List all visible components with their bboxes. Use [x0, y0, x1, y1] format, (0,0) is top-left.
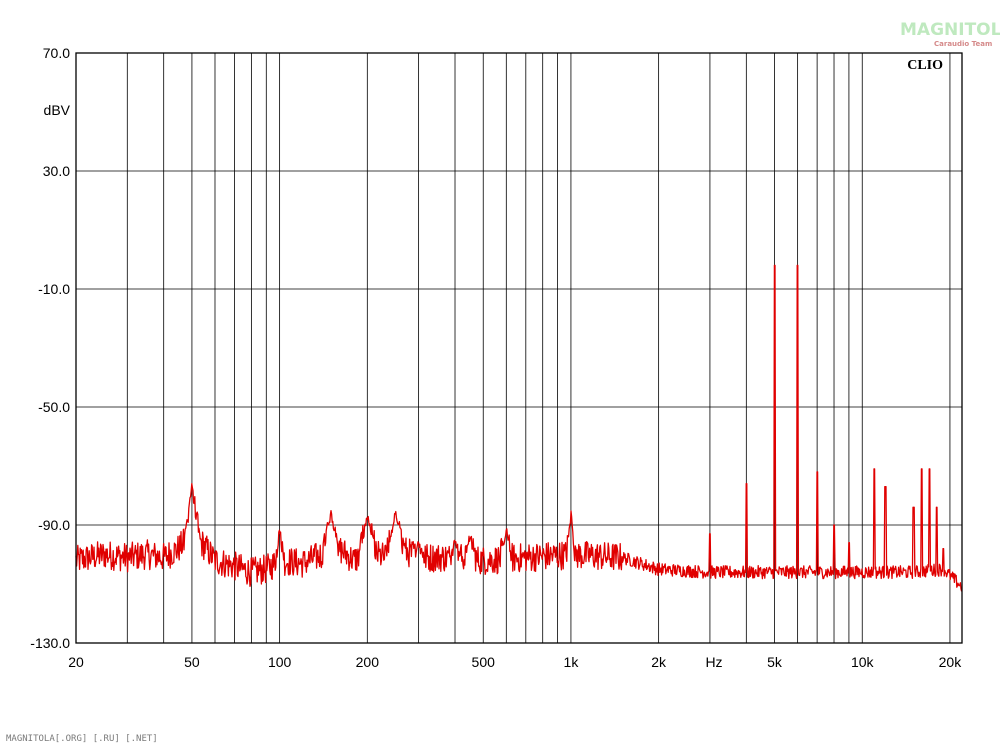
watermark-subtitle: Caraudio Team	[934, 40, 993, 48]
x-tick-label: 50	[184, 654, 200, 670]
x-tick-label: 20	[68, 654, 84, 670]
y-tick-label: -50.0	[38, 399, 70, 415]
x-tick-label: 5k	[767, 654, 783, 670]
x-tick-label: 1k	[564, 654, 580, 670]
y-tick-label: 30.0	[43, 163, 70, 179]
x-axis-label: Hz	[705, 654, 722, 670]
y-tick-label: 70.0	[43, 45, 70, 61]
x-tick-label: 20k	[939, 654, 963, 670]
x-tick-label: 10k	[851, 654, 875, 670]
plot-background	[76, 53, 962, 643]
x-tick-label: 500	[472, 654, 496, 670]
x-tick-label: 200	[356, 654, 380, 670]
y-tick-label: -130.0	[30, 635, 70, 651]
spectrum-trace	[75, 264, 963, 592]
watermark-logo: MAGNITOLA	[900, 20, 1000, 40]
y-tick-label: -90.0	[38, 517, 70, 533]
footer-text: MAGNITOLA[.ORG] [.RU] [.NET]	[6, 734, 158, 744]
x-tick-label: 100	[268, 654, 292, 670]
brand-label: CLIO	[907, 58, 943, 73]
plot-frame	[75, 52, 963, 644]
x-tick-label: 2k	[651, 654, 667, 670]
y-axis-label: dBV	[44, 102, 71, 118]
tick-labels: 70.0 30.0 -10.0 -50.0 -90.0 -130.0 20 50 100 200 5…	[30, 45, 962, 670]
y-tick-label: -10.0	[38, 281, 70, 297]
